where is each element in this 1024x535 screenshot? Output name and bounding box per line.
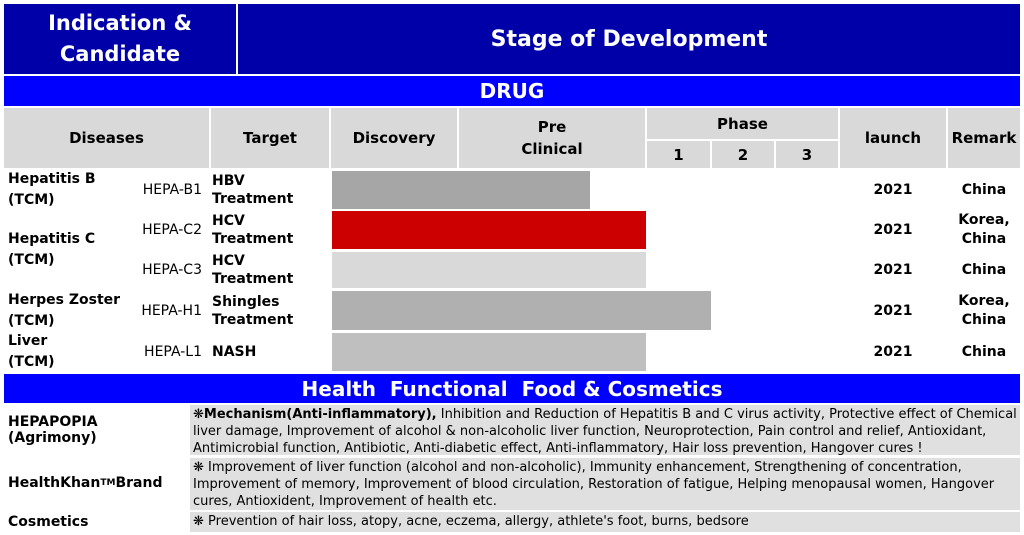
candidate-code: HEPA-L1: [144, 344, 202, 360]
hff-name-healthkhan: HealthKhan TM Brand: [8, 458, 188, 508]
disease-herpes-zoster: Herpes Zoster (TCM): [8, 292, 121, 329]
target-label: Shingles Treatment: [212, 293, 294, 328]
stage-of-development-header: Stage of Development: [238, 4, 1020, 74]
col-discovery: Discovery: [331, 108, 457, 168]
remark: China: [961, 261, 1007, 278]
bullet-icon: ❋: [193, 514, 204, 529]
hff-desc-healthkhan: ❋ Improvement of liver function (alcohol…: [190, 458, 1020, 510]
col-launch: launch: [840, 108, 946, 168]
hff-desc-cosmetics: ❋ Prevention of hair loss, atopy, acne, …: [190, 512, 1020, 532]
bullet-icon: ❋: [193, 407, 204, 422]
target-label: HCV Treatment: [212, 213, 294, 247]
launch-year: 2021: [873, 182, 913, 198]
launch-year: 2021: [873, 262, 913, 278]
col-phase-2: 2: [712, 141, 774, 168]
target-label: HCV Treatment: [212, 253, 294, 287]
hff-desc-text: Improvement of liver function (alcohol a…: [193, 460, 995, 509]
progress-bar: [332, 171, 590, 209]
healthkhan-label: HealthKhan: [8, 475, 101, 491]
remark: China: [961, 181, 1007, 198]
drug-section-band: DRUG: [4, 76, 1020, 106]
hff-section-band: Health Functional Food & Cosmetics: [4, 374, 1020, 403]
col-target: Target: [211, 108, 329, 168]
target-label: HBV Treatment: [212, 173, 294, 207]
col-phase-3: 3: [776, 141, 838, 168]
launch-year: 2021: [873, 302, 913, 319]
candidate-code: HEPA-B1: [142, 182, 202, 198]
col-preclinical: Pre Clinical: [459, 108, 645, 168]
candidate-code: HEPA-C2: [142, 222, 202, 238]
col-remark: Remark: [948, 108, 1020, 168]
progress-bar: [332, 333, 646, 371]
col-diseases: Diseases: [4, 108, 209, 168]
progress-bar: [332, 211, 646, 249]
candidate-code: HEPA-C3: [142, 262, 202, 278]
launch-year: 2021: [873, 344, 913, 360]
hff-desc-text: Inhibition and Reduction of Hepatitis B …: [193, 407, 1017, 456]
disease-liver: Liver (TCM): [8, 333, 55, 370]
hff-name-hepapopia: HEPAPOPIA (Agrimony): [8, 414, 98, 446]
disease-hepatitis-b: Hepatitis B (TCM): [8, 171, 96, 208]
remark: China: [961, 343, 1007, 360]
col-phase-1: 1: [647, 141, 710, 168]
progress-bar: [332, 252, 646, 288]
progress-bar: [332, 291, 711, 330]
healthkhan-brand-suffix: Brand: [115, 475, 163, 491]
indication-candidate-header: Indication & Candidate: [4, 4, 236, 74]
hff-desc-hepapopia: ❋Mechanism(Anti-inflammatory), Inhibitio…: [190, 405, 1020, 456]
bullet-icon: ❋: [193, 460, 204, 475]
remark: Korea, China: [958, 212, 1010, 247]
disease-hepatitis-c: Hepatitis C (TCM): [8, 231, 96, 268]
hff-name-cosmetics: Cosmetics: [8, 514, 89, 530]
remark: Korea, China: [958, 292, 1010, 328]
candidate-code: HEPA-H1: [141, 302, 202, 319]
hff-lead-text: Mechanism(Anti-inflammatory),: [203, 407, 437, 422]
trademark-mark: TM: [100, 478, 116, 488]
col-phase: Phase: [647, 108, 838, 139]
hff-desc-text: Prevention of hair loss, atopy, acne, ec…: [203, 514, 749, 529]
target-label: NASH: [212, 344, 257, 360]
launch-year: 2021: [873, 222, 913, 238]
